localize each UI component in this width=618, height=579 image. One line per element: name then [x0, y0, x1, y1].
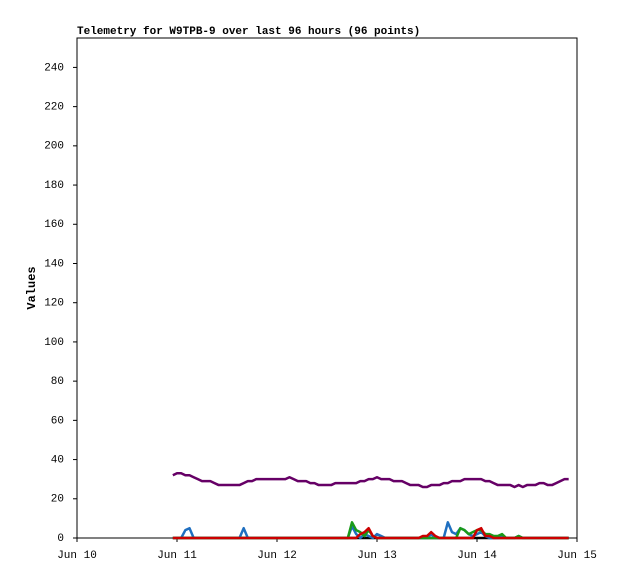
series-line — [172, 526, 569, 540]
series-line — [172, 472, 569, 489]
y-tick-label: 120 — [44, 298, 64, 310]
x-tick-label: Jun 11 — [157, 550, 197, 562]
y-tick-label: 180 — [44, 180, 64, 192]
y-tick-label: 220 — [44, 102, 64, 114]
y-tick-label: 40 — [51, 454, 64, 466]
x-tick-label: Jun 10 — [57, 550, 97, 562]
y-tick-label: 200 — [44, 141, 64, 153]
y-tick-label: 60 — [51, 415, 64, 427]
y-axis-label: Values — [25, 266, 39, 309]
x-tick-label: Jun 13 — [357, 550, 397, 562]
plot-frame — [76, 37, 578, 539]
y-tick-label: 0 — [57, 533, 64, 545]
x-tick-label: Jun 15 — [557, 550, 597, 562]
y-tick-label: 80 — [51, 376, 64, 388]
y-tick-label: 140 — [44, 258, 64, 270]
y-tick-label: 240 — [44, 62, 64, 74]
y-tick-label: 100 — [44, 337, 64, 349]
x-tick-label: Jun 14 — [457, 550, 497, 562]
chart-title: Telemetry for W9TPB-9 over last 96 hours… — [77, 26, 420, 38]
y-tick-label: 160 — [44, 219, 64, 231]
y-tick-label: 20 — [51, 494, 64, 506]
x-tick-label: Jun 12 — [257, 550, 297, 562]
